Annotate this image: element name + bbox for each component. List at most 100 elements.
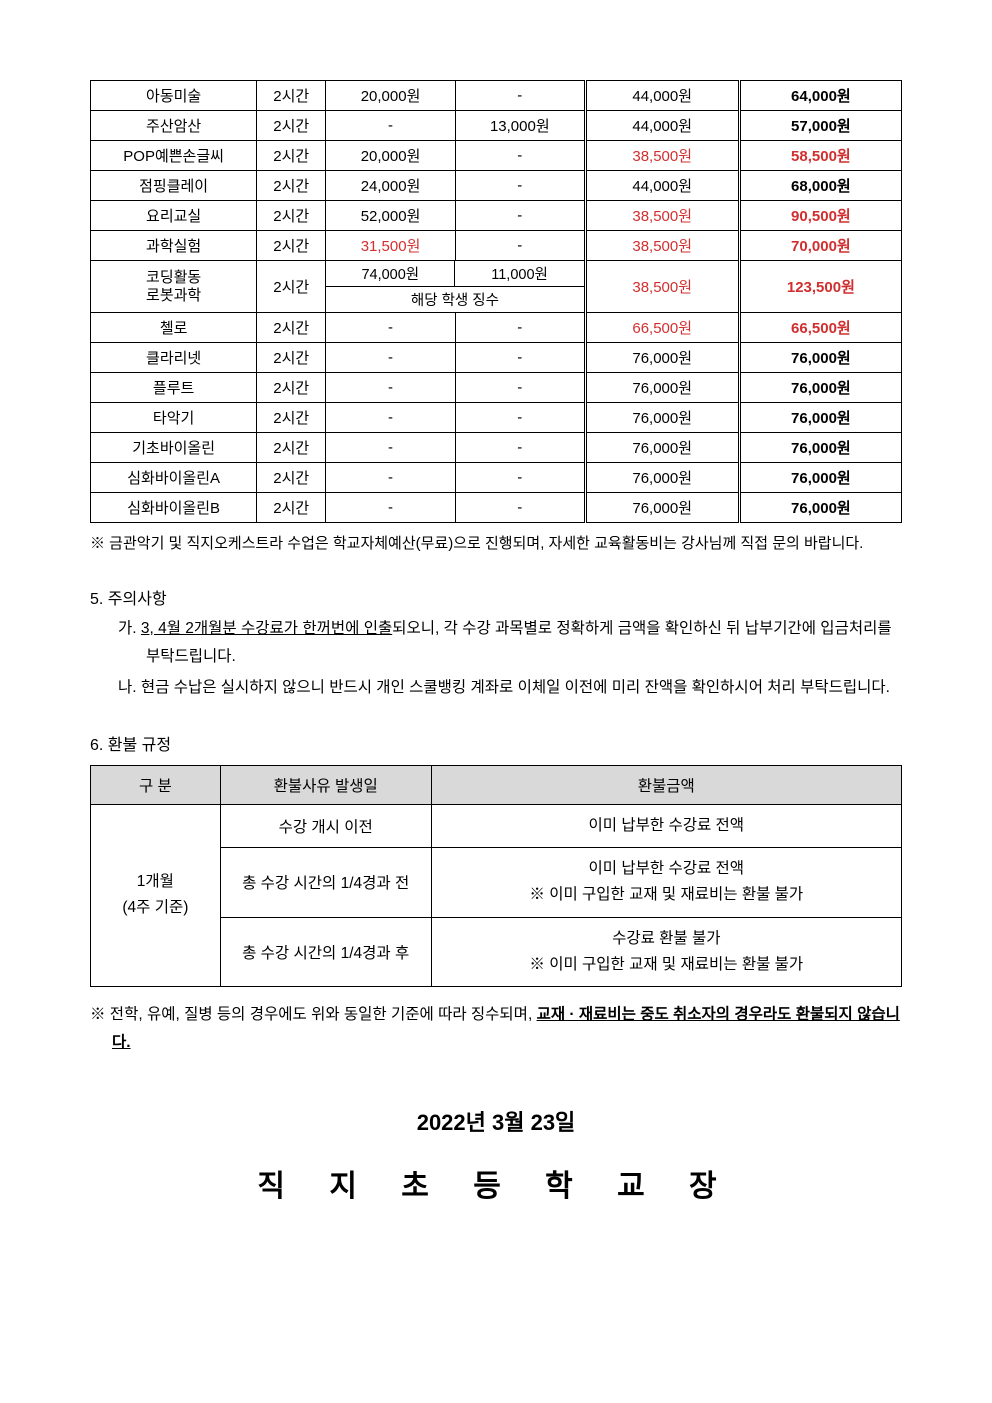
fee-cell: - — [326, 373, 456, 403]
fee-row: 첼로2시간--66,500원66,500원 — [91, 313, 902, 343]
fee-cell: 2시간 — [257, 313, 326, 343]
fee-cell: 주산암산 — [91, 111, 257, 141]
fee-row: 클라리넷2시간--76,000원76,000원 — [91, 343, 902, 373]
fee-cell: 심화바이올린B — [91, 493, 257, 523]
fee-cell: 2시간 — [257, 433, 326, 463]
fee-cell: 2시간 — [257, 261, 326, 313]
fee-row: 점핑클레이2시간24,000원-44,000원68,000원 — [91, 171, 902, 201]
fee-cell: 2시간 — [257, 111, 326, 141]
fee-table: 아동미술2시간20,000원-44,000원64,000원주산암산2시간-13,… — [90, 80, 902, 523]
section-5-item-b: 나. 현금 수납은 실시하지 않으니 반드시 개인 스쿨뱅킹 계좌로 이체일 이… — [118, 674, 902, 703]
fee-cell: - — [326, 493, 456, 523]
fee-cell: 44,000원 — [585, 171, 739, 201]
fee-cell: 2시간 — [257, 343, 326, 373]
fee-cell: 66,500원 — [585, 313, 739, 343]
fee-cell: 68,000원 — [739, 171, 901, 201]
fee-cell: 38,500원 — [585, 261, 739, 313]
refund-footnote: ※ 전학, 유예, 질병 등의 경우에도 위와 동일한 기준에 따라 징수되며,… — [90, 1001, 902, 1057]
fee-cell: 과학실험 — [91, 231, 257, 261]
fee-row: 타악기2시간--76,000원76,000원 — [91, 403, 902, 433]
fee-cell: 52,000원 — [326, 201, 456, 231]
fee-cell: - — [455, 171, 585, 201]
fee-cell: 첼로 — [91, 313, 257, 343]
fee-cell: - — [326, 433, 456, 463]
fee-cell: 20,000원 — [326, 141, 456, 171]
fee-cell: 76,000원 — [585, 493, 739, 523]
fee-cell: 기초바이올린 — [91, 433, 257, 463]
fee-row: 플루트2시간--76,000원76,000원 — [91, 373, 902, 403]
section-5-body: 가. 3, 4월 2개월분 수강료가 한꺼번에 인출되오니, 각 수강 과목별로… — [90, 615, 902, 703]
fee-cell: - — [326, 313, 456, 343]
fee-cell: 76,000원 — [739, 403, 901, 433]
refund-header-amount: 환불금액 — [431, 765, 901, 804]
fee-cell: 타악기 — [91, 403, 257, 433]
refund-reason-cell: 총 수강 시간의 1/4경과 전 — [220, 847, 431, 917]
fee-cell: - — [326, 111, 456, 141]
fee-row: 아동미술2시간20,000원-44,000원64,000원 — [91, 81, 902, 111]
section-6-title: 6. 환불 규정 — [90, 731, 902, 755]
fee-cell: 76,000원 — [585, 433, 739, 463]
fee-cell: 2시간 — [257, 171, 326, 201]
section-5-item-a: 가. 3, 4월 2개월분 수강료가 한꺼번에 인출되오니, 각 수강 과목별로… — [118, 615, 902, 672]
fee-cell: 20,000원 — [326, 81, 456, 111]
refund-reason-cell: 총 수강 시간의 1/4경과 후 — [220, 917, 431, 987]
fee-cell: 31,500원 — [326, 231, 456, 261]
fee-row: 주산암산2시간-13,000원44,000원57,000원 — [91, 111, 902, 141]
section-5-title: 5. 주의사항 — [90, 585, 902, 609]
fee-cell: 클라리넷 — [91, 343, 257, 373]
fee-cell: 2시간 — [257, 403, 326, 433]
fee-row: 기초바이올린2시간--76,000원76,000원 — [91, 433, 902, 463]
fee-cell: - — [326, 343, 456, 373]
fee-row: 심화바이올린A2시간--76,000원76,000원 — [91, 463, 902, 493]
fee-cell: 2시간 — [257, 493, 326, 523]
fee-cell: - — [326, 403, 456, 433]
fee-cell: 44,000원 — [585, 81, 739, 111]
fee-cell: 2시간 — [257, 231, 326, 261]
fee-cell: 요리교실 — [91, 201, 257, 231]
fee-row: POP예쁜손글씨2시간20,000원-38,500원58,500원 — [91, 141, 902, 171]
fee-cell: - — [455, 463, 585, 493]
fee-cell: 2시간 — [257, 463, 326, 493]
fee-cell: 76,000원 — [585, 373, 739, 403]
fee-cell: 58,500원 — [739, 141, 901, 171]
fee-cell: 점핑클레이 — [91, 171, 257, 201]
fee-cell: - — [455, 231, 585, 261]
refund-header-reason: 환불사유 발생일 — [220, 765, 431, 804]
document-date: 2022년 3월 23일 — [90, 1105, 902, 1137]
fee-cell: 2시간 — [257, 81, 326, 111]
fee-cell: 76,000원 — [739, 493, 901, 523]
fee-cell: 76,000원 — [739, 343, 901, 373]
fee-row: 요리교실2시간52,000원-38,500원90,500원 — [91, 201, 902, 231]
fee-cell: 76,000원 — [585, 403, 739, 433]
fee-cell: 70,000원 — [739, 231, 901, 261]
fee-cell: 아동미술 — [91, 81, 257, 111]
fee-row-coding: 코딩활동 로봇과학2시간74,000원11,000원해당 학생 징수38,500… — [91, 261, 902, 313]
item-a-prefix: 가. — [118, 620, 141, 637]
refund-period-cell: 1개월 (4주 기준) — [91, 804, 221, 987]
refund-amount-cell: 이미 납부한 수강료 전액 ※ 이미 구입한 교재 및 재료비는 환불 불가 — [431, 847, 901, 917]
fee-cell: 2시간 — [257, 141, 326, 171]
document-page: 아동미술2시간20,000원-44,000원64,000원주산암산2시간-13,… — [0, 0, 992, 1265]
fee-note: ※ 금관악기 및 직지오케스트라 수업은 학교자체예산(무료)으로 진행되며, … — [90, 531, 902, 557]
fee-cell: 38,500원 — [585, 231, 739, 261]
refund-amount-cell: 이미 납부한 수강료 전액 — [431, 804, 901, 847]
refund-amount-cell: 수강료 환불 불가 ※ 이미 구입한 교재 및 재료비는 환불 불가 — [431, 917, 901, 987]
fee-cell: 76,000원 — [585, 343, 739, 373]
fee-cell: - — [455, 343, 585, 373]
fee-cell: - — [455, 81, 585, 111]
fee-cell: 123,500원 — [739, 261, 901, 313]
fee-cell: 심화바이올린A — [91, 463, 257, 493]
fee-cell: 76,000원 — [739, 373, 901, 403]
fee-cell: 76,000원 — [739, 463, 901, 493]
footnote-prefix: ※ 전학, 유예, 질병 등의 경우에도 위와 동일한 기준에 따라 징수되며, — [90, 1006, 537, 1023]
fee-cell: 38,500원 — [585, 201, 739, 231]
fee-cell: - — [455, 201, 585, 231]
fee-cell: 76,000원 — [585, 463, 739, 493]
fee-cell: - — [455, 433, 585, 463]
fee-cell: 플루트 — [91, 373, 257, 403]
refund-header-category: 구 분 — [91, 765, 221, 804]
fee-cell: - — [455, 373, 585, 403]
fee-cell: - — [326, 463, 456, 493]
item-a-underline: 3, 4월 2개월분 수강료가 한꺼번에 인출 — [141, 620, 392, 637]
fee-cell: 24,000원 — [326, 171, 456, 201]
